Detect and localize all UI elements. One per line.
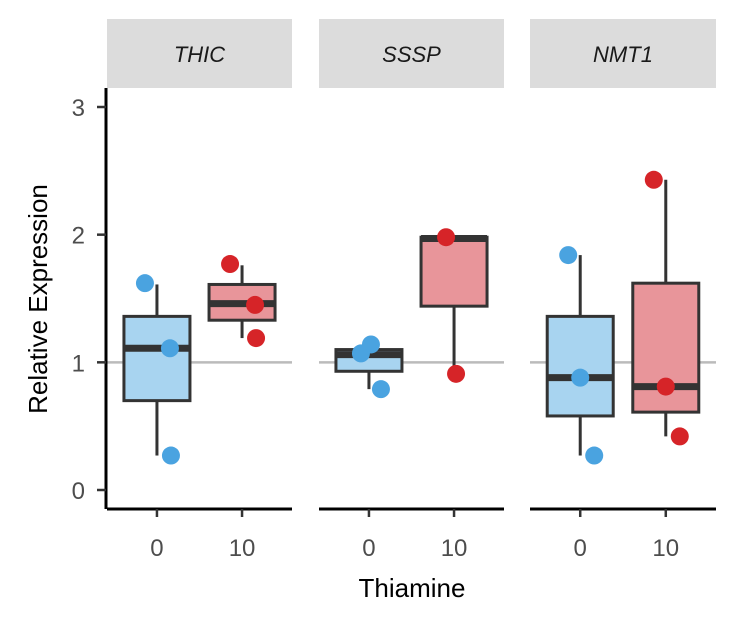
- box-sssp-10: [419, 228, 489, 383]
- x-tick-label: 10: [441, 535, 468, 562]
- x-axis-title: Thiamine: [359, 573, 466, 603]
- box-body: [419, 235, 489, 308]
- y-tick-label: 2: [72, 223, 85, 250]
- data-point: [247, 329, 266, 348]
- data-point: [160, 339, 179, 358]
- box-nmt1-10: [631, 170, 701, 446]
- x-tick-label: 10: [652, 535, 679, 562]
- data-point: [246, 295, 265, 314]
- data-point: [447, 364, 466, 383]
- data-point: [135, 274, 154, 293]
- x-tick-label: 0: [362, 535, 375, 562]
- box-body: [122, 314, 192, 403]
- data-point: [670, 427, 689, 446]
- x-tick-label: 0: [150, 535, 163, 562]
- panels: THIC 0 10 SSSP 0 10 NMT1 0 10: [107, 19, 716, 562]
- panel-strip: [530, 19, 716, 88]
- data-point: [161, 446, 180, 465]
- data-point: [361, 335, 380, 354]
- box-sssp-0: [334, 335, 404, 399]
- y-tick-label: 1: [72, 350, 85, 377]
- panel-strip-label: NMT1: [593, 42, 653, 67]
- y-axis: 0 1 2 3: [72, 88, 108, 509]
- y-tick-label: 0: [72, 478, 85, 505]
- box-nmt1-0: [545, 246, 615, 465]
- x-tick-label: 0: [574, 535, 587, 562]
- data-point: [571, 368, 590, 387]
- data-point: [371, 380, 390, 399]
- data-point: [656, 377, 675, 396]
- data-point: [644, 170, 663, 189]
- panel-strip-label: SSSP: [382, 42, 441, 67]
- y-axis-title: Relative Expression: [23, 184, 53, 414]
- box-thic-0: [122, 274, 192, 465]
- box-body: [545, 314, 615, 418]
- panel-strip-label: THIC: [174, 42, 225, 67]
- panel-strip: [107, 19, 292, 88]
- x-tick-label: 10: [229, 535, 256, 562]
- panel-sssp: SSSP 0 10: [319, 19, 504, 562]
- panel-nmt1: NMT1 0 10: [530, 19, 716, 562]
- data-point: [221, 255, 240, 274]
- data-point: [585, 446, 604, 465]
- panel-strip: [319, 19, 504, 88]
- y-tick-label: 3: [72, 95, 85, 122]
- panel-thic: THIC 0 10: [107, 19, 292, 562]
- data-point: [437, 228, 456, 247]
- box-thic-10: [207, 255, 277, 348]
- data-point: [559, 246, 578, 265]
